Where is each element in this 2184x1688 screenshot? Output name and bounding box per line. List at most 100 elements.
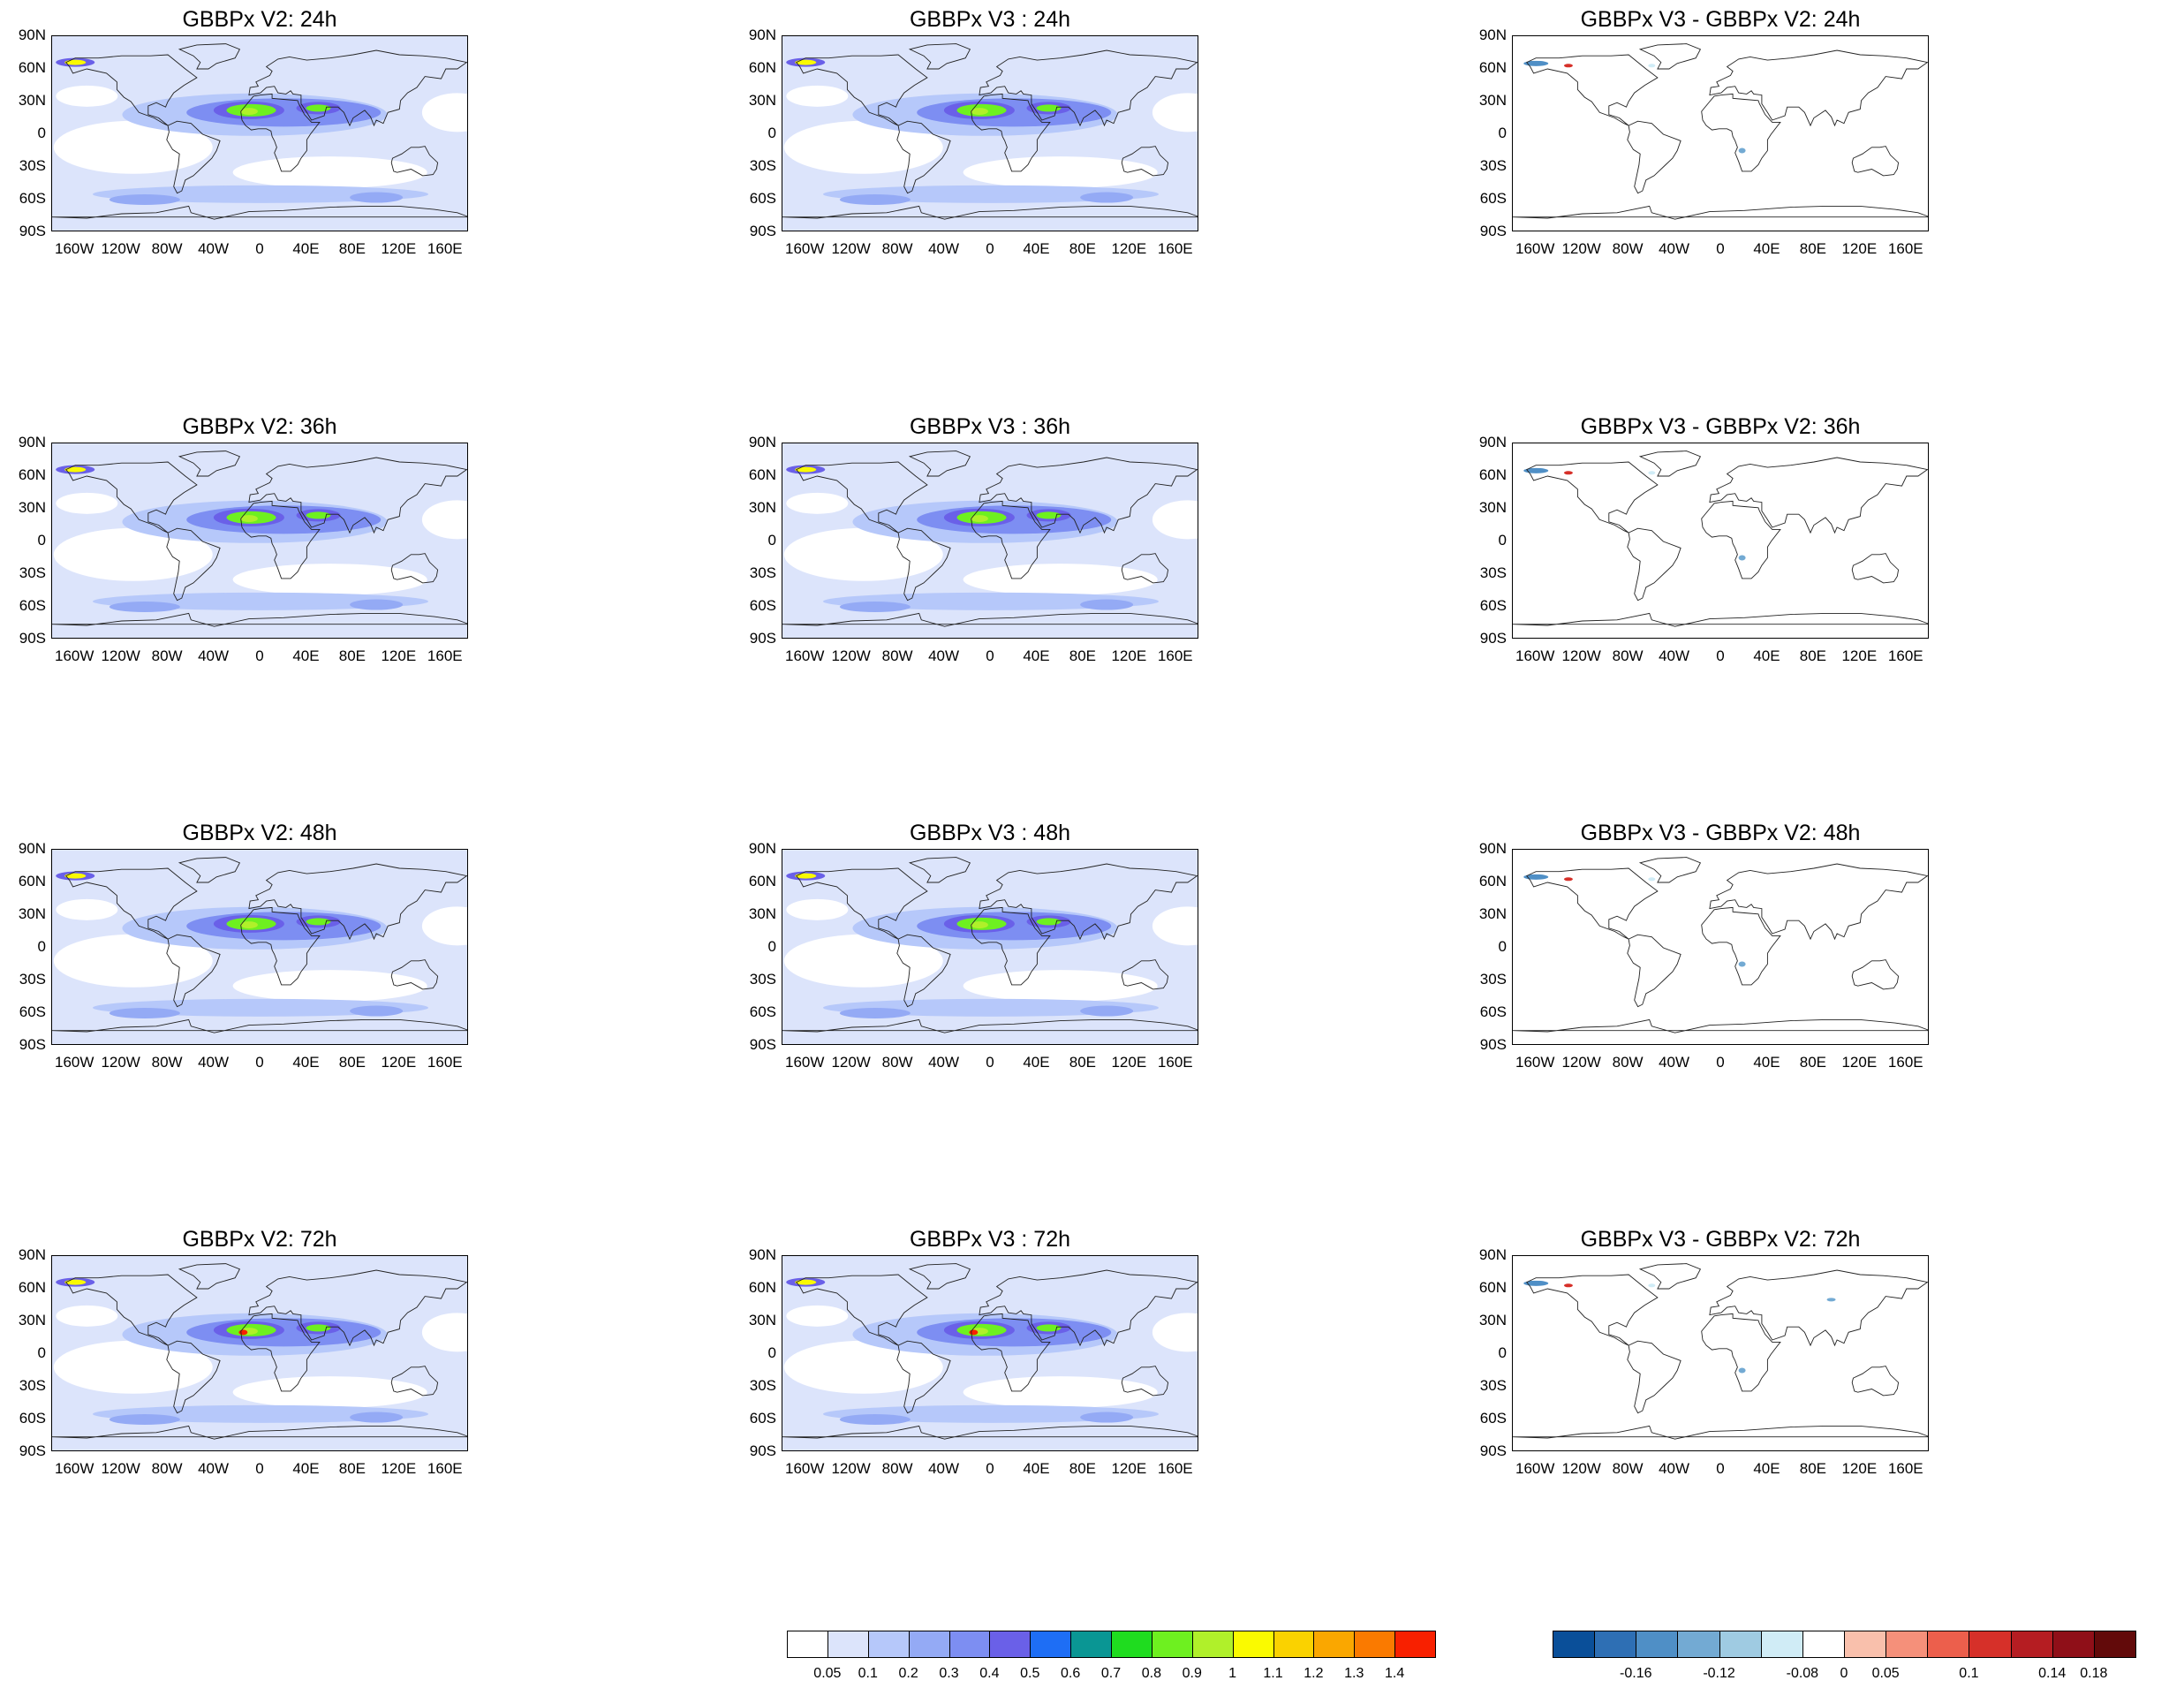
antarctica-outline bbox=[52, 205, 467, 220]
map-panel: GBBPx V3 : 36h 90N 60N 30N 0 30S 60S 90S 160W 120… bbox=[749, 414, 1198, 664]
sahara-peak bbox=[970, 108, 988, 116]
alaska-plume-high bbox=[795, 1279, 817, 1285]
greenland-outline bbox=[178, 450, 241, 477]
latitude-label: 90N bbox=[748, 434, 776, 450]
colorbar-label: 0.1 bbox=[1959, 1666, 1979, 1681]
alaska-negative-diff bbox=[1523, 467, 1549, 473]
map-svg bbox=[782, 1256, 1198, 1450]
latitude-label: 90S bbox=[749, 223, 776, 239]
low-value-region bbox=[963, 156, 1158, 189]
africa-outline bbox=[1701, 93, 1781, 172]
map-svg bbox=[52, 443, 467, 638]
colorbar-label: 0 bbox=[1840, 1666, 1848, 1681]
low-value-region bbox=[963, 564, 1158, 596]
greenland-outline bbox=[1638, 857, 1702, 883]
longitude-label: 80W bbox=[1612, 1054, 1644, 1071]
map-svg bbox=[1513, 450, 1928, 627]
latitude-label: 30S bbox=[1479, 1377, 1507, 1394]
longitude-label: 160W bbox=[55, 1460, 94, 1477]
longitude-label: 40E bbox=[1753, 1054, 1780, 1071]
longitude-label: 120W bbox=[831, 240, 871, 257]
north-america-outline bbox=[795, 461, 928, 534]
longitude-label: 40W bbox=[928, 1460, 960, 1477]
map-panel: GBBPx V2: 24h 90N 60N 30N 0 30S 60S 90S 160W 120W… bbox=[19, 7, 468, 257]
longitude-label: 120E bbox=[1111, 1460, 1147, 1477]
eurasia-outline bbox=[248, 1269, 467, 1347]
longitude-label: 80E bbox=[338, 1460, 366, 1477]
antarctica-outline bbox=[52, 1018, 467, 1033]
low-value-region bbox=[1152, 1313, 1198, 1352]
latitude-label: 0 bbox=[1498, 125, 1507, 141]
latitude-label: 30N bbox=[1478, 1312, 1507, 1328]
map-svg bbox=[1513, 857, 1928, 1033]
map-area bbox=[51, 443, 468, 639]
latitude-label: 90S bbox=[19, 630, 46, 647]
colorbar-swatch bbox=[1636, 1631, 1679, 1658]
latitude-label: 90S bbox=[1479, 1036, 1507, 1053]
longitude-label: 0 bbox=[986, 647, 994, 664]
map-panel: GBBPx V3 - GBBPx V2: 48h 90N 60N 30N 0 30S 60S… bbox=[1479, 821, 1929, 1071]
eurasia-outline bbox=[979, 49, 1198, 127]
latitude-label: 60N bbox=[748, 873, 776, 889]
low-value-region bbox=[786, 85, 849, 107]
africa-outline bbox=[1701, 500, 1781, 579]
latitude-label: 30N bbox=[748, 1312, 776, 1328]
colorbar-label: -0.12 bbox=[1703, 1666, 1735, 1681]
colorbar-label: 0.9 bbox=[1182, 1666, 1202, 1681]
southern-ocean-swirl bbox=[350, 1005, 404, 1017]
colorbar-swatch bbox=[1553, 1631, 1596, 1658]
latitude-label: 0 bbox=[37, 938, 46, 955]
north-america-outline bbox=[1525, 1274, 1659, 1346]
longitude-label: 40W bbox=[928, 1054, 960, 1071]
latitude-label: 60N bbox=[18, 873, 46, 889]
latitude-label: 30N bbox=[748, 499, 776, 516]
map-area bbox=[1512, 35, 1929, 231]
colorbar-label: 0.14 bbox=[2038, 1666, 2067, 1681]
colorbar-label: 0.1 bbox=[858, 1666, 878, 1681]
latitude-label: 60S bbox=[1479, 190, 1507, 207]
longitude-label: 120W bbox=[831, 1054, 871, 1071]
longitude-label: 40W bbox=[1659, 647, 1690, 664]
low-value-region bbox=[56, 85, 118, 107]
latitude-label: 30N bbox=[18, 92, 46, 109]
latitude-label: 90S bbox=[19, 1036, 46, 1053]
low-value-region bbox=[421, 1313, 467, 1352]
arabia-core-high bbox=[1036, 918, 1062, 926]
latitude-label: 0 bbox=[767, 532, 776, 549]
longitude-label: 80W bbox=[881, 240, 913, 257]
latitude-label: 90N bbox=[18, 434, 46, 450]
map-svg bbox=[52, 1256, 467, 1450]
greenland-outline bbox=[908, 857, 971, 883]
longitude-label: 160E bbox=[427, 240, 463, 257]
eurasia-outline bbox=[979, 1269, 1198, 1347]
southern-ocean-swirl bbox=[109, 194, 180, 205]
latitude-label: 0 bbox=[37, 1344, 46, 1361]
latitude-label: 30S bbox=[1479, 157, 1507, 174]
longitude-label: 120E bbox=[1111, 647, 1147, 664]
longitude-label: 160E bbox=[427, 1054, 463, 1071]
latitude-label: 30N bbox=[18, 905, 46, 922]
longitude-label: 40W bbox=[198, 1054, 230, 1071]
map-svg bbox=[782, 443, 1198, 638]
longitude-label: 160W bbox=[785, 1054, 825, 1071]
asia-negative-diff bbox=[1826, 1298, 1836, 1302]
low-value-region bbox=[232, 156, 427, 189]
longitude-label: 160W bbox=[785, 647, 825, 664]
longitude-label: 120W bbox=[831, 647, 871, 664]
alaska-plume-high bbox=[64, 1279, 87, 1285]
antarctica-outline bbox=[782, 1018, 1198, 1033]
longitude-label: 160E bbox=[1157, 1460, 1193, 1477]
longitude-label: 40W bbox=[1659, 1054, 1690, 1071]
greenland-negative-diff bbox=[1648, 64, 1656, 68]
longitude-label: 80W bbox=[881, 1054, 913, 1071]
longitude-label: 120W bbox=[831, 1460, 871, 1477]
colorbar-swatch bbox=[1354, 1631, 1396, 1658]
latitude-label: 90S bbox=[19, 223, 46, 239]
colorbar-label: 0.8 bbox=[1141, 1666, 1161, 1681]
africa-outline bbox=[971, 500, 1051, 579]
latitude-label: 60N bbox=[748, 59, 776, 76]
low-value-region bbox=[53, 527, 213, 581]
longitude-label: 120E bbox=[1841, 240, 1878, 257]
colorbar-swatch bbox=[1273, 1631, 1315, 1658]
colorbar-label: 0.4 bbox=[979, 1666, 1000, 1681]
